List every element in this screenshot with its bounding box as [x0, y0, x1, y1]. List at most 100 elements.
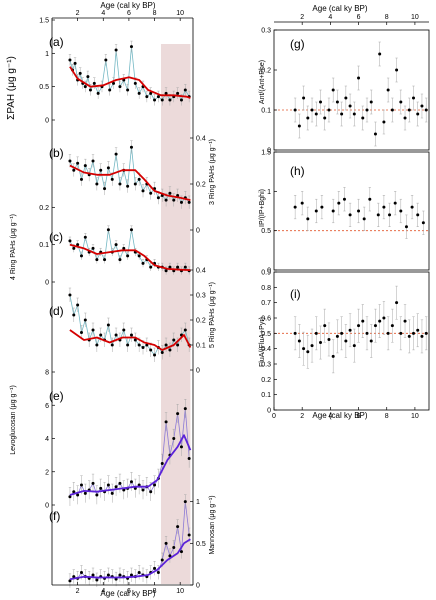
y-tick-label: 1.5 [39, 18, 49, 25]
data-point [323, 324, 327, 328]
data-point [302, 96, 306, 100]
data-point [114, 333, 118, 337]
data-point [335, 334, 339, 338]
ylabel-h: IP/(IP+Bghi) [259, 189, 266, 227]
data-point [310, 108, 314, 112]
ylabel-i: FluA/(FluA+Pyr) [259, 317, 266, 367]
data-point [310, 344, 314, 348]
top-x-tick-label-left: 4 [101, 10, 105, 17]
data-point [416, 328, 420, 332]
y-tick-label: 6 [45, 403, 49, 410]
data-point [160, 98, 164, 102]
panel-label-i: (i) [290, 287, 301, 301]
data-point [399, 100, 403, 104]
data-point [407, 334, 411, 338]
axes-layer: 22446688101000.511.500.20.400.10.200.10.… [39, 10, 430, 595]
data-point [306, 350, 310, 354]
trend-line [69, 243, 191, 271]
data-point [114, 577, 118, 581]
data-point [378, 52, 382, 56]
data-point [187, 456, 191, 460]
data-point [153, 483, 157, 487]
data-point [314, 112, 318, 116]
data-point [403, 116, 407, 120]
data-point [149, 191, 153, 195]
data-point [95, 182, 99, 186]
data-point [141, 261, 145, 265]
data-point [176, 265, 180, 269]
panel-label-e: (e) [49, 389, 64, 403]
trend-line [69, 538, 191, 581]
data-point [133, 81, 137, 85]
y-tick-label: 0 [45, 280, 49, 287]
data-point [110, 343, 114, 347]
data-point [164, 541, 168, 545]
data-point [399, 331, 403, 335]
data-point [122, 328, 126, 332]
data-point [83, 491, 87, 495]
data-point [386, 88, 390, 92]
data-point [68, 293, 72, 297]
data-point [420, 334, 424, 338]
shaded-interval-band [160, 44, 191, 584]
data-point [348, 328, 352, 332]
y-tick-label: 0.2 [196, 182, 206, 189]
y-tick-label: 0.3 [261, 362, 271, 369]
data-point [368, 197, 372, 201]
top-axis-title-right: Age (cal ky BP) [312, 4, 367, 13]
data-point [340, 112, 344, 116]
data-point [160, 351, 164, 354]
data-point [118, 85, 122, 89]
data-point [79, 571, 83, 574]
data-point [168, 98, 172, 102]
data-point [331, 354, 335, 358]
data-point [99, 168, 103, 172]
y-tick-label: 0.4 [261, 346, 271, 353]
data-point [106, 228, 110, 232]
data-point [118, 182, 122, 186]
data-point [103, 187, 107, 191]
y-tick-label: 0.1 [261, 392, 271, 399]
data-point [114, 485, 118, 489]
data-point [323, 116, 327, 120]
trend-line [69, 164, 191, 201]
data-point [110, 177, 114, 181]
data-point [72, 246, 76, 250]
data-point [424, 331, 428, 335]
data-point [114, 48, 118, 52]
data-point [79, 331, 83, 334]
data-point [91, 481, 95, 485]
data-point [114, 152, 118, 156]
data-point [145, 343, 149, 347]
data-point [95, 578, 99, 582]
data-point [320, 205, 324, 209]
top-x-tick-label-right: 4 [328, 14, 332, 21]
data-point [72, 490, 76, 494]
bottom-x-tick-label-left: 6 [127, 588, 131, 595]
y-tick-label: 1 [267, 189, 271, 196]
data-point [168, 348, 172, 352]
data-point [106, 573, 110, 577]
data-point [83, 85, 87, 89]
data-point [168, 554, 172, 558]
data-point [348, 104, 352, 108]
data-point [388, 213, 392, 217]
data-point [319, 341, 322, 345]
data-point [348, 213, 352, 217]
data-point [340, 331, 344, 335]
data-point [335, 100, 339, 104]
panel-frame [273, 29, 430, 151]
y-tick-label: 1 [196, 499, 200, 506]
bottom-x-tick-label-right: 6 [357, 413, 361, 420]
data-point [112, 81, 116, 85]
y-tick-label: 0.6 [261, 316, 271, 323]
y-tick-label: 0 [196, 228, 200, 235]
data-point [114, 243, 118, 247]
data-point [83, 318, 87, 322]
y-tick-label: 0.1 [261, 108, 271, 115]
data-point [160, 558, 164, 562]
data-point [118, 481, 122, 485]
ylabel-e: Levoglucosan (μg g⁻¹) [10, 385, 17, 455]
top-x-tick-label-left: 2 [76, 10, 80, 17]
data-point [106, 483, 110, 487]
